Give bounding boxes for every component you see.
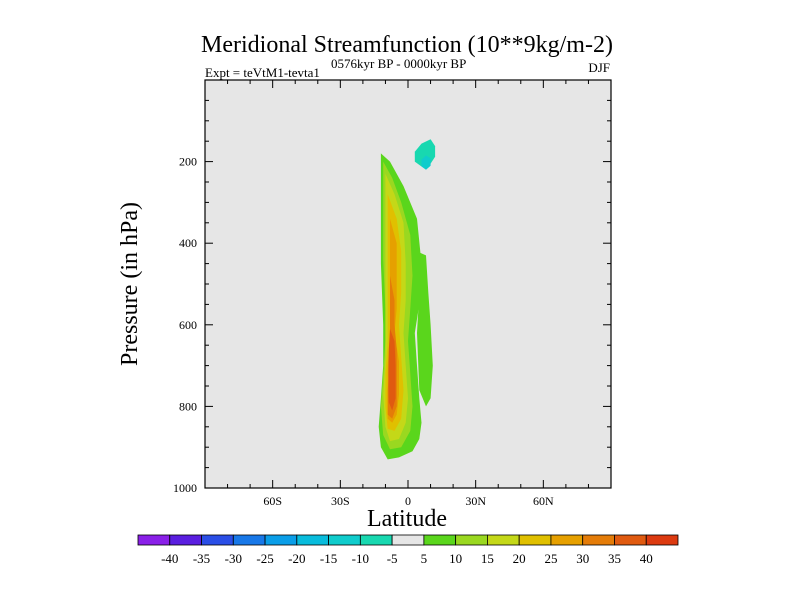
x-tick-label: 30S xyxy=(331,494,350,508)
y-tick-label: 200 xyxy=(179,155,197,169)
colorbar-swatch xyxy=(359,534,393,546)
contour-region-4 xyxy=(417,251,433,407)
colorbar-swatch xyxy=(328,534,361,546)
colorbar-label: -5 xyxy=(387,551,398,566)
experiment-label: Expt = teVtM1-tevta1 xyxy=(205,65,320,80)
contour-region-13 xyxy=(421,155,431,170)
colorbar-swatch xyxy=(264,534,298,546)
x-tick-label: 60N xyxy=(533,494,554,508)
contour-region-14 xyxy=(248,202,255,439)
contour-region-17 xyxy=(566,251,570,450)
contour-region-2 xyxy=(437,337,472,423)
colorbar-label: 5 xyxy=(421,551,428,566)
colorbar-swatch xyxy=(423,534,457,546)
colorbar-label: -25 xyxy=(256,551,273,566)
contour-region-15 xyxy=(479,202,483,301)
colorbar-label: -40 xyxy=(161,551,178,566)
colorbar-swatch xyxy=(391,534,425,546)
axes: 60S 30S 0 30N 60N 200 400 600 800 1000 xyxy=(173,80,611,508)
colorbar-label: 30 xyxy=(576,551,589,566)
colorbar-label: -20 xyxy=(288,551,305,566)
period-label: 0576kyr BP - 0000kyr BP xyxy=(331,56,466,71)
colorbar-swatch xyxy=(487,534,520,546)
colorbar-swatch xyxy=(201,534,234,546)
colorbar-swatch xyxy=(296,534,329,546)
y-tick-label: 600 xyxy=(179,318,197,332)
colorbar-label: 40 xyxy=(640,551,653,566)
x-tick-label: 0 xyxy=(405,494,411,508)
colorbar-swatch xyxy=(455,534,488,546)
colorbar-label: 25 xyxy=(544,551,557,566)
colorbar-label: -30 xyxy=(225,551,242,566)
colorbar-label: -10 xyxy=(352,551,369,566)
colorbar-label: -35 xyxy=(193,551,210,566)
x-tick-label: 30N xyxy=(465,494,486,508)
colorbar-label: 20 xyxy=(513,551,526,566)
y-tick-label: 400 xyxy=(179,236,197,250)
contour-regions xyxy=(248,80,570,483)
season-label: DJF xyxy=(588,60,610,75)
chart-title: Meridional Streamfunction (10**9kg/m-2) xyxy=(201,32,613,58)
contour-region-10 xyxy=(388,328,396,411)
x-axis-label: Latitude xyxy=(367,506,447,532)
colorbar-swatch xyxy=(169,534,202,546)
colorbar-label: -15 xyxy=(320,551,337,566)
colorbar-label: 10 xyxy=(449,551,462,566)
colorbar-swatch xyxy=(137,534,171,546)
colorbar-label: 15 xyxy=(481,551,494,566)
contour-region-16 xyxy=(501,198,512,391)
colorbar-label: 35 xyxy=(608,551,621,566)
y-tick-label: 800 xyxy=(179,399,197,413)
contour-region-18 xyxy=(502,80,505,92)
colorbar-swatch xyxy=(582,534,615,546)
colorbar: -40 -35 -30 -25 -20 -15 -10 -5 5 10 15 20 25 30 35 40 xyxy=(137,534,679,566)
colorbar-swatch xyxy=(645,534,679,546)
colorbar-swatch xyxy=(232,534,266,546)
y-axis-label: Pressure (in hPa) xyxy=(117,202,143,366)
x-tick-label: 60S xyxy=(263,494,282,508)
colorbar-swatch xyxy=(518,534,552,546)
contour-region-19 xyxy=(566,80,569,97)
y-tick-label: 1000 xyxy=(173,481,197,495)
colorbar-swatch xyxy=(550,534,584,546)
colorbar-swatch xyxy=(614,534,647,546)
